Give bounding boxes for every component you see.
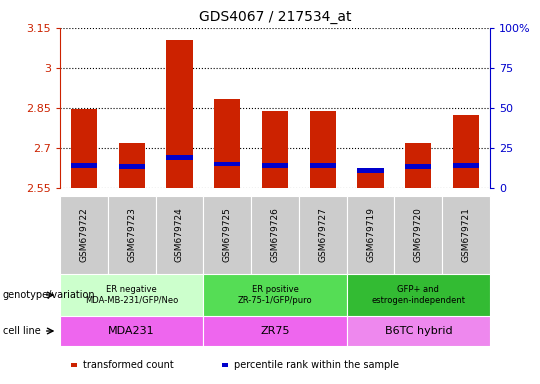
Bar [108,196,156,274]
Bar [262,111,288,188]
Text: cell line: cell line [3,326,40,336]
Text: GSM679727: GSM679727 [318,208,327,262]
Bar [60,196,108,274]
Bar [299,196,347,274]
Text: MDA231: MDA231 [109,326,155,336]
Bar [118,143,145,188]
Text: GSM679719: GSM679719 [366,207,375,263]
Text: GSM679722: GSM679722 [79,208,89,262]
Bar [405,143,431,188]
Bar [309,111,336,188]
Text: B6TC hybrid: B6TC hybrid [384,326,452,336]
Bar [71,363,77,367]
Bar [394,196,442,274]
Text: percentile rank within the sample: percentile rank within the sample [234,360,399,370]
Text: GSM679726: GSM679726 [271,208,280,262]
Text: GFP+ and
estrogen-independent: GFP+ and estrogen-independent [372,285,465,305]
Bar [347,196,394,274]
Text: GSM679724: GSM679724 [175,208,184,262]
Bar [166,155,193,160]
Bar [453,163,480,168]
Bar [71,109,97,188]
Text: ER negative
MDA-MB-231/GFP/Neo: ER negative MDA-MB-231/GFP/Neo [85,285,178,305]
Bar [442,196,490,274]
Bar [204,196,251,274]
Text: GSM679720: GSM679720 [414,208,423,262]
Bar [222,363,228,367]
Bar [357,168,384,173]
Bar [405,164,431,169]
Bar [71,163,97,168]
Bar [357,168,384,188]
Text: ER positive
ZR-75-1/GFP/puro: ER positive ZR-75-1/GFP/puro [238,285,312,305]
Bar [60,316,204,346]
Bar [347,274,490,316]
Bar [262,163,288,168]
Bar [214,162,240,166]
Bar [118,164,145,169]
Bar [347,316,490,346]
Text: GSM679723: GSM679723 [127,208,136,262]
Bar [60,274,204,316]
Text: ZR75: ZR75 [260,326,290,336]
Title: GDS4067 / 217534_at: GDS4067 / 217534_at [199,10,351,24]
Bar [166,40,193,188]
Bar [453,115,480,188]
Bar [214,99,240,188]
Bar [251,196,299,274]
Text: GSM679721: GSM679721 [462,208,471,262]
Bar [156,196,204,274]
Text: transformed count: transformed count [83,360,173,370]
Bar [309,163,336,168]
Bar [204,274,347,316]
Text: GSM679725: GSM679725 [222,208,232,262]
Bar [204,316,347,346]
Text: genotype/variation: genotype/variation [3,290,96,300]
